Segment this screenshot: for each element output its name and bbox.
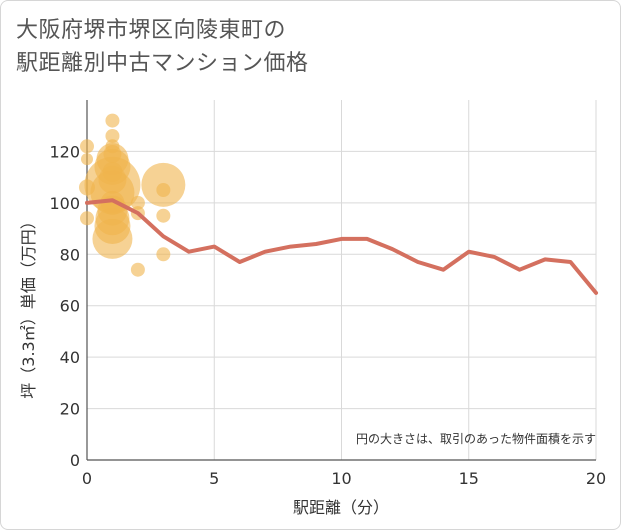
bubble-point-6	[105, 129, 120, 143]
x-axis-label: 駅距離（分）	[293, 498, 389, 517]
y-tick-label-20: 20	[60, 400, 80, 419]
x-tick-label-5: 5	[209, 469, 219, 488]
bubble-point-25	[156, 208, 171, 223]
y-tick-label-100: 100	[49, 194, 80, 213]
bubble-point-5	[105, 113, 120, 128]
bubble-point-20	[130, 195, 145, 210]
chart-title-line-2: 駅距離別中古マンション価格	[16, 51, 309, 76]
bubble-point-1	[80, 139, 94, 154]
y-tick-label-0: 0	[70, 451, 80, 470]
x-tick-label-20: 20	[586, 469, 606, 488]
grid-lines	[87, 100, 597, 460]
chart-title: 大阪府堺市堺区向陵東町の 駅距離別中古マンション価格	[16, 14, 309, 80]
average-price-line	[85, 198, 598, 295]
y-tick-label-120: 120	[49, 142, 80, 161]
y-tick-label-60: 60	[60, 297, 80, 316]
bubble-series	[79, 113, 186, 277]
x-tick-label-10: 10	[331, 469, 351, 488]
y-tick-label-40: 40	[60, 348, 80, 367]
chart-title-line-1: 大阪府堺市堺区向陵東町の	[16, 18, 287, 43]
average-line-series	[85, 198, 598, 295]
y-axis-label: 坪（3.3㎡）単価（万円）	[19, 213, 38, 398]
x-tick-label-0: 0	[82, 469, 92, 488]
x-tick-label-15: 15	[459, 469, 479, 488]
tick-labels: 0 20 40 60 80 100 120 0 5 10 15 20	[49, 142, 606, 488]
bubble-point-19	[92, 218, 133, 259]
bubble-point-4	[80, 211, 94, 226]
bubble-point-24	[156, 183, 171, 197]
bubble-point-22	[130, 262, 145, 277]
bubble-point-26	[156, 247, 171, 262]
y-tick-label-80: 80	[60, 245, 80, 264]
bubble-size-note: 円の大きさは、取引のあった物件面積を示す	[356, 431, 596, 446]
bubble-point-2	[81, 153, 93, 166]
